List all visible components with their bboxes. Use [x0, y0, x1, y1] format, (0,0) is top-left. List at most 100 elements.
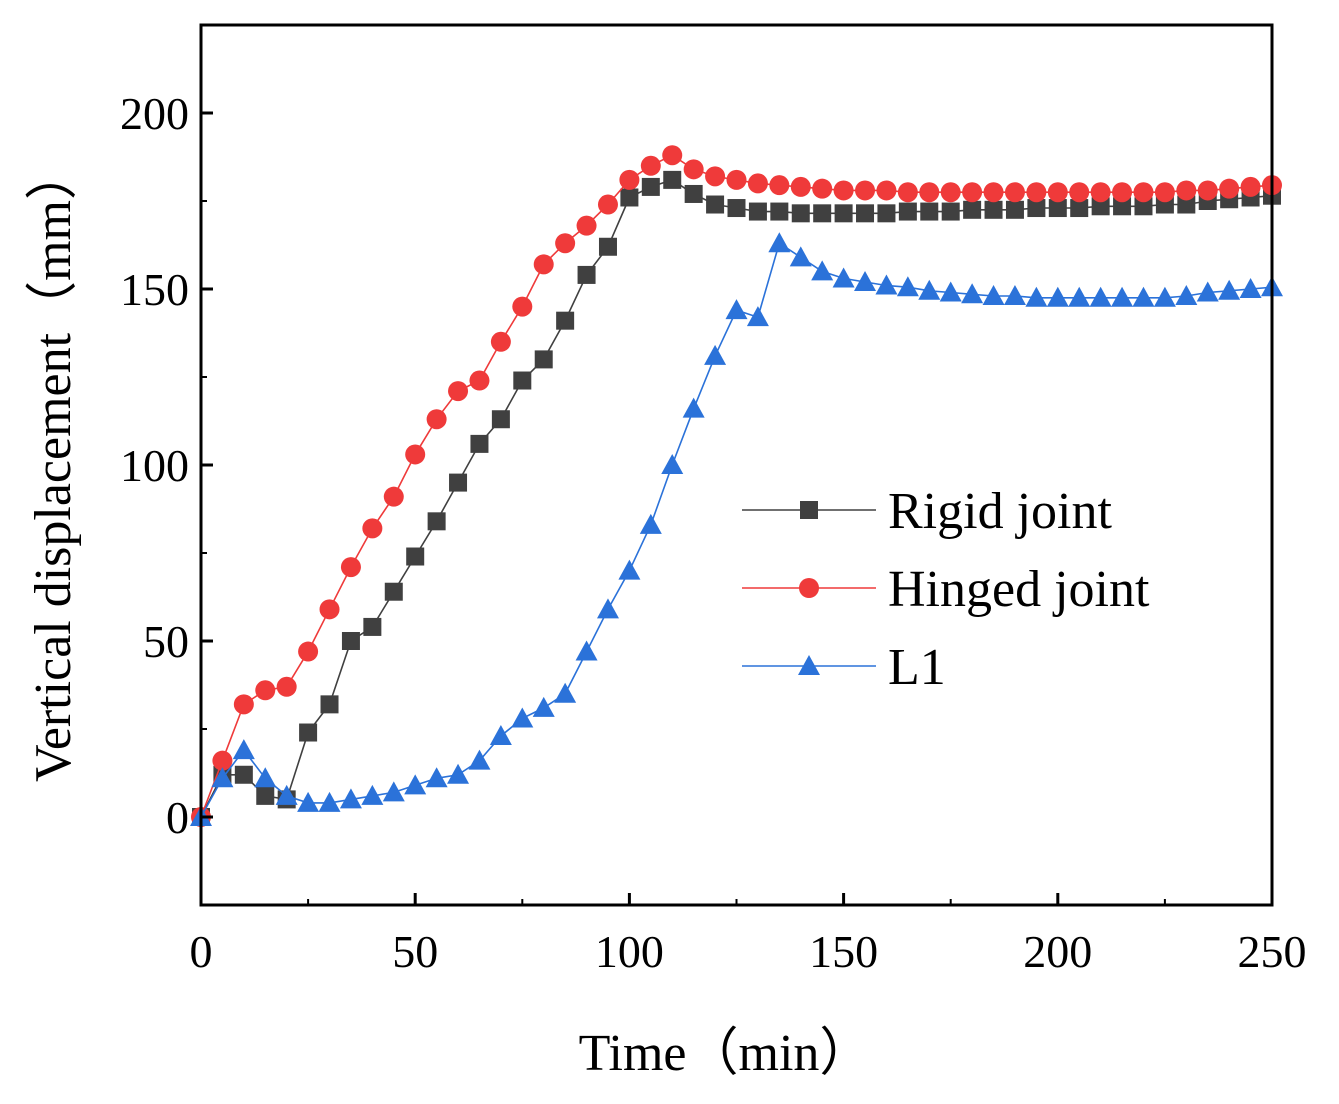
data-point-1-6 [319, 599, 340, 620]
data-point-0-33 [898, 202, 917, 221]
data-point-2-25 [725, 299, 748, 320]
data-point-1-28 [790, 176, 811, 197]
data-point-1-7 [340, 557, 361, 578]
data-point-0-22 [663, 170, 682, 189]
data-point-1-38 [1004, 182, 1025, 203]
data-point-2-17 [554, 682, 577, 703]
data-point-1-26 [747, 173, 768, 194]
ticks-layer: 0 50 100 150 200 250 0 50 100 150 200 [120, 24, 1307, 977]
data-point-1-24 [705, 166, 726, 187]
data-point-1-40 [1047, 182, 1068, 203]
data-point-0-11 [427, 512, 446, 531]
data-point-0-28 [791, 204, 810, 223]
data-point-1-9 [383, 486, 404, 507]
data-point-2-26 [746, 306, 769, 327]
data-point-1-29 [812, 178, 833, 199]
data-point-1-18 [576, 215, 597, 236]
legend-marker-1 [799, 578, 819, 598]
data-point-1-47 [1197, 180, 1218, 201]
data-point-2-41 [1068, 286, 1091, 307]
data-point-1-13 [469, 370, 490, 391]
data-point-1-8 [362, 518, 383, 539]
data-point-0-3 [256, 786, 275, 805]
data-point-0-46 [1177, 195, 1196, 214]
data-point-2-28 [789, 246, 812, 267]
data-point-2-27 [768, 232, 791, 253]
data-point-2-31 [854, 270, 877, 291]
data-point-1-37 [983, 182, 1004, 203]
data-point-2-16 [532, 696, 555, 717]
data-point-1-25 [726, 169, 747, 190]
series-0 [192, 170, 1281, 826]
data-point-0-9 [384, 582, 403, 601]
data-point-2-10 [404, 774, 427, 795]
data-point-2-19 [596, 598, 619, 619]
data-point-1-36 [962, 182, 983, 203]
data-point-1-46 [1176, 180, 1197, 201]
data-point-2-42 [1089, 286, 1112, 307]
x-axis-title: Time（min） [579, 1025, 872, 1082]
data-point-0-6 [320, 695, 339, 714]
legend: Rigid joint Hinged joint L1 [742, 483, 1150, 696]
data-point-0-34 [920, 202, 939, 221]
y-tick-label-0: 0 [166, 792, 189, 843]
y-axis-title: Vertical displacement（mm） [25, 148, 82, 782]
data-point-2-36 [961, 283, 984, 304]
series-layer [190, 145, 1283, 827]
y-tick-label-1: 50 [143, 616, 189, 667]
legend-label-2: L1 [888, 639, 946, 696]
data-point-0-5 [299, 723, 318, 742]
data-point-1-16 [533, 254, 554, 275]
data-point-2-45 [1153, 286, 1176, 307]
data-point-2-20 [618, 559, 641, 580]
data-point-1-30 [833, 180, 854, 201]
x-tick-label-2: 100 [595, 926, 664, 977]
data-point-0-27 [770, 202, 789, 221]
data-point-0-18 [577, 265, 596, 284]
data-point-0-14 [491, 410, 510, 429]
data-point-2-49 [1239, 278, 1262, 298]
data-point-2-11 [425, 767, 448, 788]
data-point-1-10 [405, 444, 426, 465]
data-point-1-39 [1026, 182, 1047, 203]
data-point-1-44 [1133, 182, 1154, 203]
data-point-1-33 [897, 182, 918, 203]
data-point-0-25 [727, 199, 746, 218]
data-point-1-1 [212, 750, 233, 771]
data-point-0-21 [641, 177, 660, 196]
data-point-1-4 [276, 676, 297, 697]
data-point-0-42 [1091, 197, 1110, 216]
data-point-2-7 [339, 788, 362, 809]
data-point-1-31 [855, 180, 876, 201]
data-point-2-4 [275, 784, 298, 805]
data-point-2-47 [1196, 281, 1219, 302]
data-point-2-6 [318, 791, 341, 812]
data-point-1-27 [769, 175, 790, 196]
x-tick-label-1: 50 [392, 926, 438, 977]
legend-entry-0: Rigid joint [742, 483, 1112, 540]
data-point-1-42 [1090, 182, 1111, 203]
data-point-2-33 [896, 276, 919, 297]
data-point-0-44 [1134, 197, 1153, 216]
data-point-1-3 [255, 680, 276, 701]
data-point-0-31 [856, 204, 875, 223]
y-tick-label-3: 150 [120, 264, 189, 315]
data-point-1-22 [662, 145, 683, 166]
data-point-2-37 [982, 285, 1005, 306]
data-point-1-19 [597, 194, 618, 215]
data-point-0-20 [620, 188, 639, 207]
data-point-0-32 [877, 204, 896, 223]
data-point-1-32 [876, 180, 897, 201]
data-point-1-2 [233, 694, 254, 715]
data-point-1-35 [940, 182, 961, 203]
data-point-1-48 [1219, 178, 1240, 199]
x-tick-label-0: 0 [190, 926, 213, 977]
data-point-2-8 [361, 784, 384, 805]
data-point-2-1 [211, 767, 234, 788]
data-point-2-40 [1046, 286, 1069, 307]
data-point-0-38 [1005, 200, 1024, 219]
legend-marker-0 [800, 501, 818, 519]
data-point-1-49 [1240, 176, 1261, 197]
legend-entry-2: L1 [742, 639, 946, 696]
y-tick-label-2: 100 [120, 440, 189, 491]
